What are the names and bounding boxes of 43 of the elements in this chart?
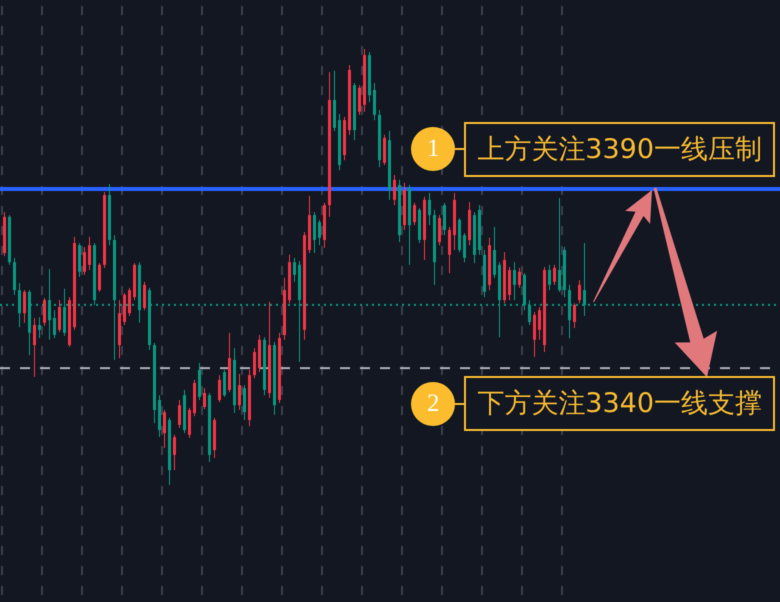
annotation: 2 — [427, 390, 440, 418]
ref-line-label: 上方关注3390一线压制 — [477, 134, 762, 165]
candlestick — [393, 174, 396, 206]
candlestick — [413, 202, 416, 226]
candlestick — [18, 282, 21, 328]
callout-box: 下方关注3340一线支撑 — [464, 376, 775, 432]
candlestick — [23, 290, 26, 324]
candlestick — [33, 318, 36, 378]
candlestick — [318, 219, 321, 246]
candlestick — [578, 280, 581, 304]
candlestick — [88, 236, 91, 271]
candlestick — [163, 410, 166, 448]
candlestick — [438, 214, 441, 246]
candlestick — [553, 264, 556, 286]
ref-line-label: 下方关注3340一线支撑 — [477, 388, 762, 420]
candlestick — [53, 310, 56, 339]
candlestick — [203, 388, 206, 410]
candlestick — [538, 306, 541, 340]
candlestick — [128, 287, 131, 316]
candlestick — [178, 399, 181, 428]
candlestick — [173, 434, 176, 471]
candlestick — [243, 384, 246, 421]
candlestick — [43, 297, 46, 326]
candlestick — [558, 198, 561, 292]
candlestick — [253, 348, 256, 379]
candlestick — [293, 257, 296, 282]
candlestick — [428, 192, 431, 226]
candlestick — [143, 281, 146, 311]
candlestick — [358, 84, 361, 116]
candlestick — [513, 262, 516, 301]
candlestick — [218, 374, 221, 403]
annotation: 1 — [427, 135, 440, 164]
callout-box: 上方关注3390一线压制 — [464, 122, 775, 177]
candlestick — [38, 316, 41, 339]
candlestick — [463, 232, 466, 263]
candlestick — [223, 369, 226, 398]
candlestick — [83, 246, 86, 276]
candlestick — [58, 300, 61, 332]
candlestick — [573, 302, 576, 329]
candlestick — [238, 373, 241, 411]
candlestick — [548, 264, 551, 291]
candlestick — [518, 267, 521, 288]
candlestick — [48, 268, 51, 340]
